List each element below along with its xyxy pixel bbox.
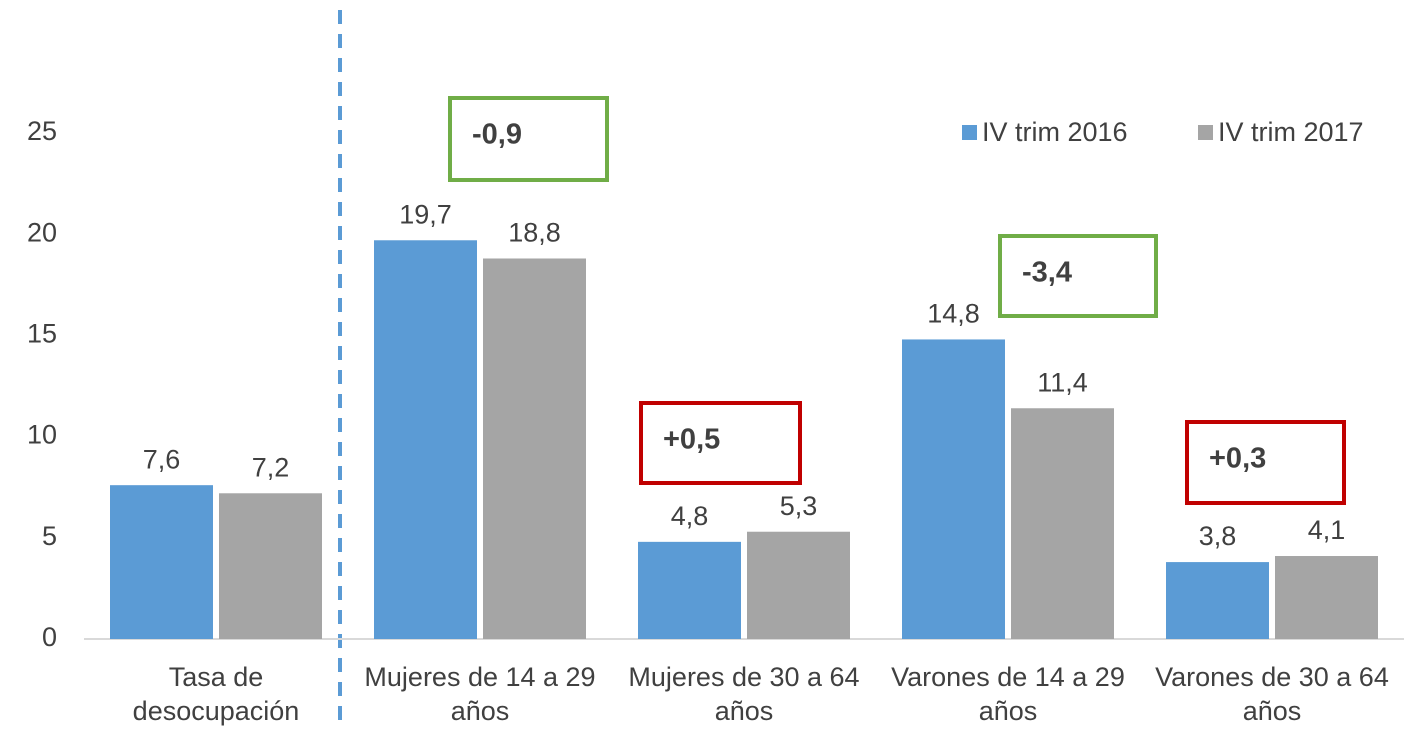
annotation: -0,9 [472,119,522,151]
x-tick-label: Mujeres de 14 a 29 años [364,662,596,726]
value-label: 3,8 [1199,521,1237,551]
x-tick-label: Varones de 14 a 29 años [891,662,1125,726]
x-tick-label: Varones de 30 a 64 años [1155,662,1389,726]
legend-label: IV trim 2017 [1218,117,1364,147]
value-label: 4,1 [1308,515,1346,545]
value-label: 7,2 [252,452,290,482]
annotation: +0,3 [1209,443,1266,475]
bar [110,485,213,639]
y-tick-label: 0 [42,622,57,652]
bar [638,541,741,639]
y-tick-label: 10 [27,420,57,450]
annotation-box [639,401,802,485]
value-label: 14,8 [927,299,980,329]
annotation-box [998,234,1158,318]
bar [219,493,322,639]
bar [902,339,1005,639]
bar [1275,556,1378,639]
value-label: 11,4 [1037,367,1088,397]
bar [374,240,477,639]
y-tick-label: 20 [27,217,57,247]
legend-swatch [962,125,977,140]
annotation: +0,5 [663,424,720,456]
y-tick-label: 5 [42,521,57,551]
legend-swatch [1198,125,1213,140]
annotation: -3,4 [1022,257,1072,289]
y-tick-label: 15 [27,319,57,349]
legend-label: IV trim 2016 [982,117,1128,147]
value-label: 19,7 [399,199,452,229]
value-label: 7,6 [143,444,181,474]
y-tick-label: 25 [27,116,57,146]
x-tick-label: Mujeres de 30 a 64 años [628,662,860,726]
annotation-box [448,96,609,182]
bar [747,531,850,639]
x-tick-label: Tasa de desocupación [132,662,300,726]
value-label: 18,8 [508,218,561,248]
bar [483,258,586,639]
annotation-box [1185,420,1346,505]
value-label: 4,8 [671,501,709,531]
bar [1166,562,1269,639]
bar [1011,408,1114,639]
value-label: 5,3 [780,491,818,521]
